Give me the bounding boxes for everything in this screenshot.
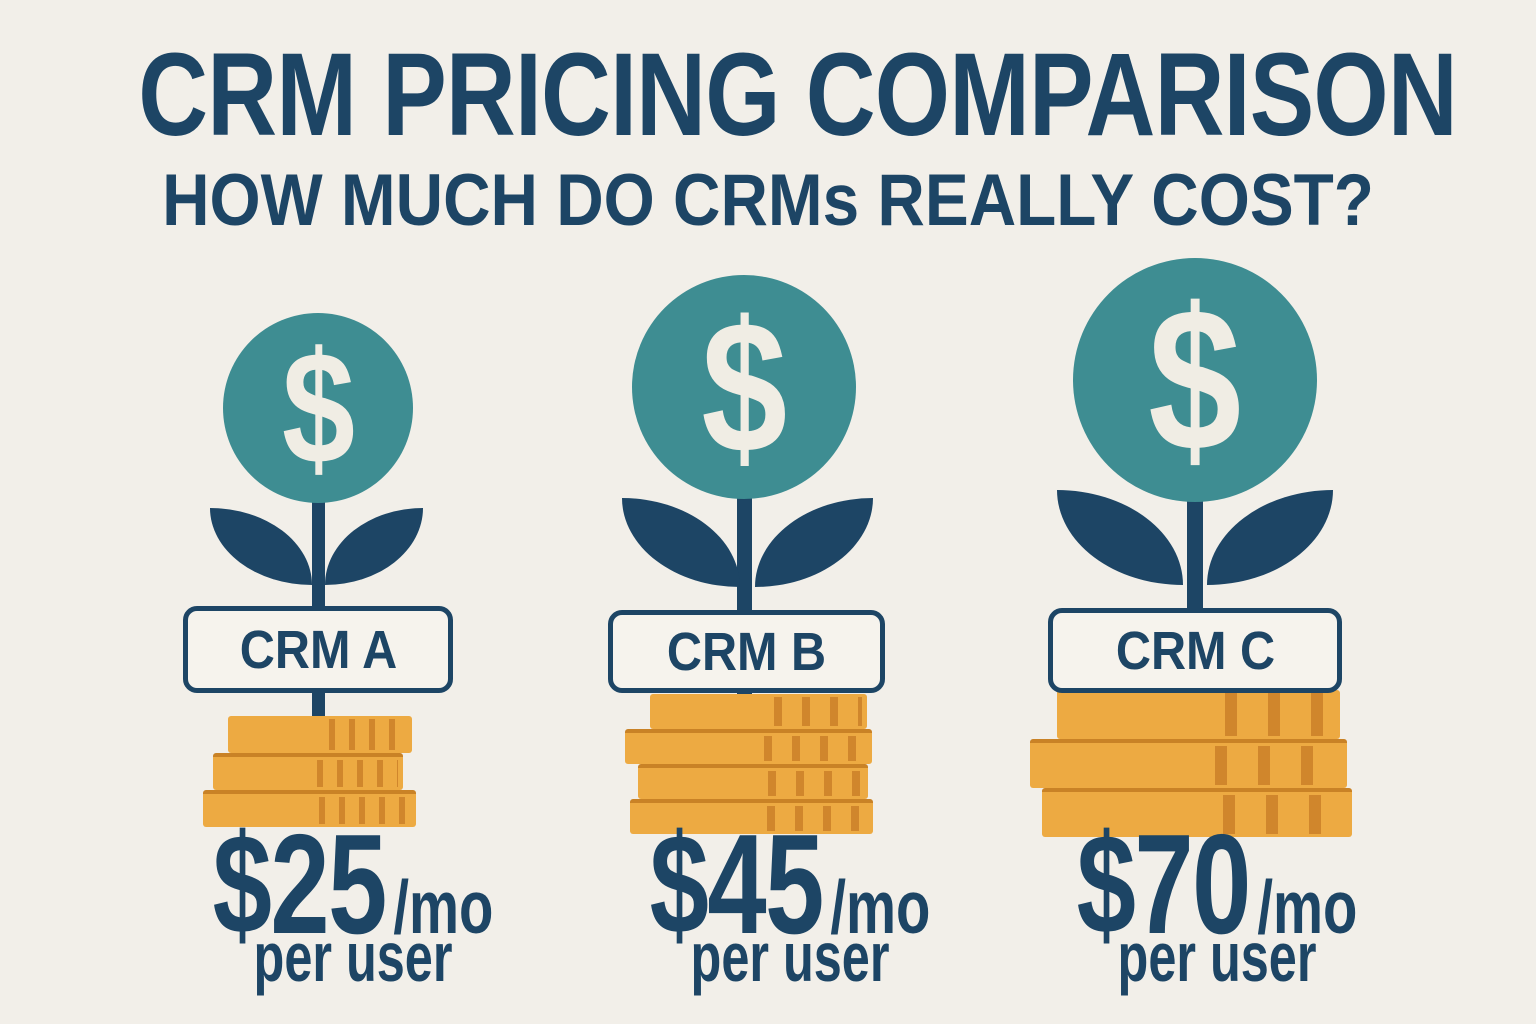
crm-label: CRM C	[1115, 620, 1275, 681]
price-unit: per user	[1117, 918, 1317, 996]
crm-label-box: CRM A	[183, 606, 453, 693]
price-block: $25 /mo per user	[183, 814, 523, 996]
price-line: $25 /mo	[213, 814, 494, 956]
page-title: CRM PRICING COMPARISON	[138, 29, 1458, 161]
coin-row	[203, 790, 416, 827]
coin-row	[1030, 739, 1347, 788]
price-block: $70 /mo per user	[1047, 814, 1387, 996]
coin-row	[1042, 788, 1352, 837]
money-coin-icon: $	[1073, 258, 1317, 502]
coin-row	[650, 694, 867, 729]
price-block: $45 /mo per user	[620, 814, 960, 996]
dollar-icon: $	[1148, 266, 1242, 494]
crm-label: CRM B	[666, 621, 827, 682]
crm-column-c: $ CRM C $70 /mo per user	[1020, 0, 1360, 1024]
coin-row	[1057, 690, 1340, 739]
coin-stack	[1020, 690, 1360, 837]
coin-stack	[575, 694, 915, 834]
leaf-right-icon	[1207, 490, 1333, 585]
price-amount: $45	[649, 805, 825, 964]
coin-row	[638, 764, 868, 799]
crm-label: CRM A	[239, 619, 397, 680]
leaf-right-icon	[755, 498, 873, 587]
coin-row	[625, 729, 872, 764]
price-period: /mo	[1257, 865, 1358, 949]
price-line: $70 /mo	[1077, 814, 1358, 956]
price-period: /mo	[393, 865, 494, 949]
coin-stack	[150, 716, 490, 827]
leaf-left-icon	[210, 508, 312, 585]
coin-row	[630, 799, 873, 834]
money-coin-icon: $	[632, 275, 856, 499]
crm-column-a: $ CRM A $25 /mo per user	[150, 0, 493, 1024]
coin-row	[228, 716, 412, 753]
price-line: $45 /mo	[650, 814, 931, 956]
dollar-icon: $	[701, 282, 787, 492]
money-coin-icon: $	[223, 313, 413, 503]
price-amount: $70	[1076, 805, 1252, 964]
dollar-icon: $	[281, 318, 355, 497]
page-subtitle: HOW MUCH DO CRMs REALLY COST?	[162, 160, 1374, 241]
coin-row	[213, 753, 403, 790]
leaf-left-icon	[622, 498, 740, 587]
leaf-left-icon	[1057, 490, 1183, 585]
price-unit: per user	[690, 918, 890, 996]
price-unit: per user	[253, 918, 453, 996]
crm-column-b: $ CRM B $45 /mo per user	[575, 0, 930, 1024]
leaf-right-icon	[325, 508, 423, 585]
crm-label-box: CRM B	[608, 610, 885, 693]
price-amount: $25	[212, 805, 388, 964]
crm-label-box: CRM C	[1048, 608, 1342, 693]
price-period: /mo	[830, 865, 931, 949]
